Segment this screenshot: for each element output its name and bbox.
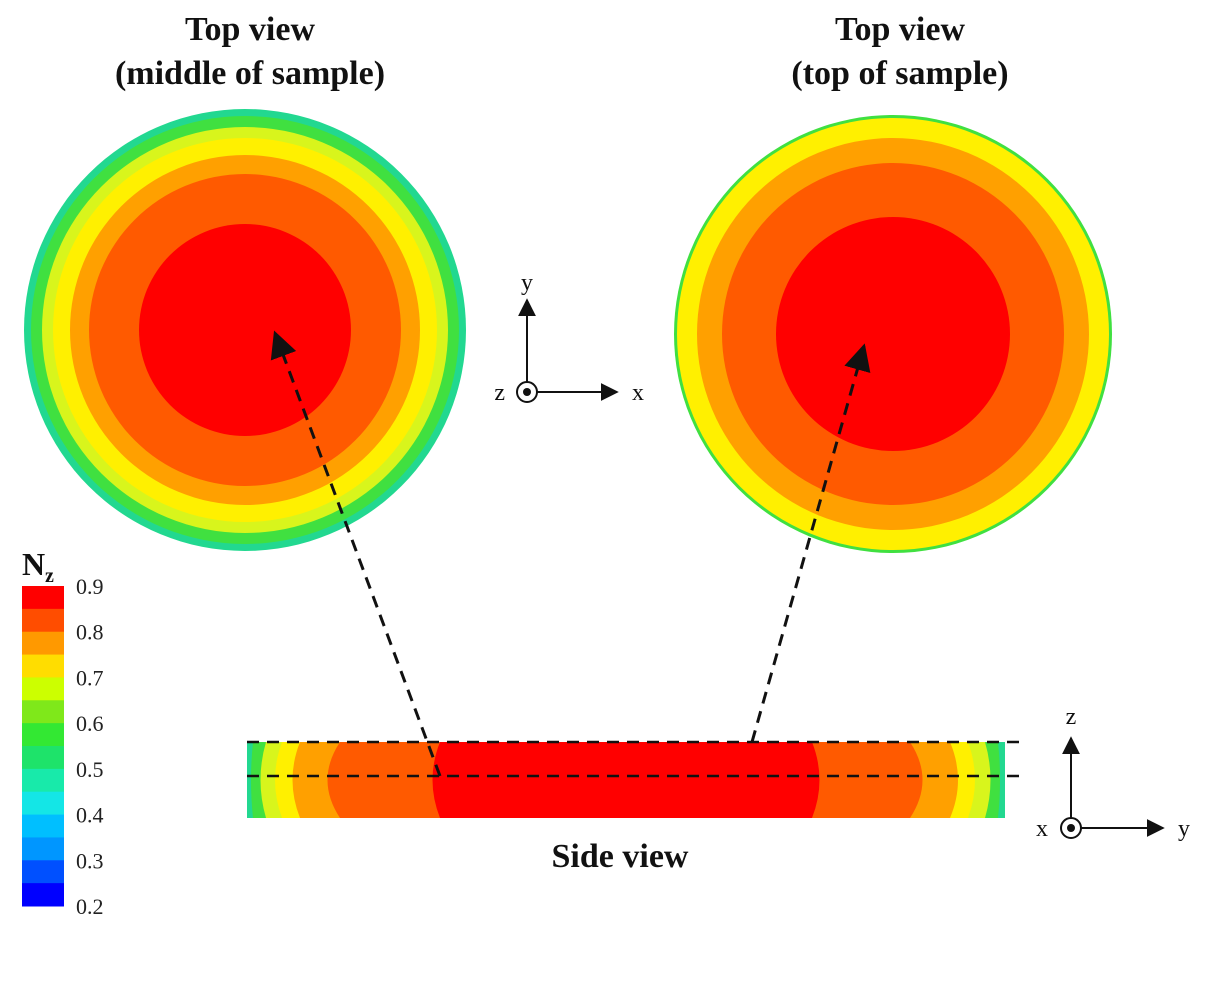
colorbar-band — [22, 837, 64, 861]
side-left-teal — [247, 742, 253, 818]
arrow-top-to-right-view — [750, 343, 871, 743]
colorbar-band — [22, 860, 64, 884]
axes-top-view: y z x — [494, 270, 644, 406]
contour-core-red — [139, 224, 351, 436]
disk-middle-of-sample — [24, 109, 466, 551]
x-axis-label: x — [632, 380, 644, 406]
title-right-line1: Top view — [834, 11, 966, 48]
colorbar-band — [22, 654, 64, 678]
colorbar-band — [22, 768, 64, 793]
colorbar-tick-label: 0.9 — [76, 574, 104, 599]
colorbar-tick-label: 0.3 — [76, 848, 104, 873]
side-view-bar — [247, 742, 1005, 818]
colorbar-tick-label: 0.8 — [76, 620, 104, 645]
colorbar-tick-label: 0.2 — [76, 894, 104, 919]
colorbar-band — [22, 700, 64, 724]
colorbar-bands — [22, 586, 64, 907]
title-right-line2: (top of sample) — [791, 55, 1009, 92]
colorbar-band — [22, 746, 64, 770]
colorbar-band — [22, 814, 64, 838]
title-left-line1: Top view — [184, 11, 316, 48]
colorbar-title-subscript: z — [45, 565, 54, 587]
title-middle-of-sample: Top view (middle of sample) — [60, 8, 440, 96]
colorbar-band — [22, 677, 64, 701]
colorbar-band — [22, 723, 64, 747]
colorbar-tick-labels: 0.9 0.8 0.7 0.6 0.5 0.4 0.3 0.2 — [76, 574, 104, 919]
side-view-label: Side view — [551, 838, 689, 875]
colorbar-tick-label: 0.4 — [76, 803, 104, 828]
colorbar-band — [22, 791, 64, 816]
contour-core-red — [776, 217, 1010, 451]
colorbar-band — [22, 883, 64, 907]
colorbar-tick-label: 0.5 — [76, 757, 104, 782]
side-right-teal — [998, 742, 1005, 818]
side-left-green — [247, 742, 266, 818]
y-axis-label: y — [521, 270, 533, 296]
colorbar-band — [22, 608, 64, 633]
disk-top-of-sample — [674, 115, 1112, 553]
title-top-of-sample: Top view (top of sample) — [710, 8, 1090, 96]
z-axis-label: z — [1066, 704, 1077, 730]
colorbar-tick-label: 0.6 — [76, 711, 104, 736]
colorbar-title: N — [22, 546, 45, 582]
colorbar: N z 0.9 0.8 0.7 0.6 0.5 0.4 0.3 0.2 — [22, 546, 104, 919]
colorbar-band — [22, 631, 64, 656]
x-axis-label: x — [1036, 816, 1048, 842]
colorbar-band — [22, 586, 64, 610]
y-axis-label: y — [1178, 816, 1190, 842]
axes-side-view: z x y — [1036, 704, 1190, 842]
colorbar-tick-label: 0.7 — [76, 665, 104, 690]
title-left-line2: (middle of sample) — [114, 55, 386, 92]
z-axis-label: z — [494, 380, 505, 406]
